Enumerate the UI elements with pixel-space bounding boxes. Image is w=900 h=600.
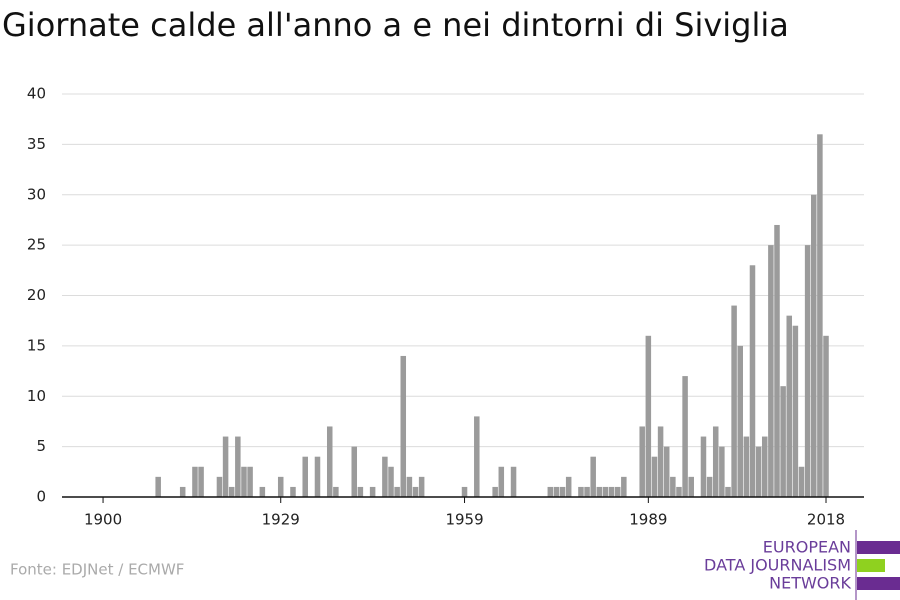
x-tick-label: 2018 [807, 511, 845, 529]
bar [719, 446, 725, 497]
bar [590, 456, 596, 497]
bar [228, 486, 235, 497]
bar [755, 446, 762, 497]
bar [725, 486, 731, 497]
bar [565, 476, 572, 497]
chart-title: Giornate calde all'anno a e nei dintorni… [2, 6, 789, 44]
bar [596, 486, 603, 497]
bar [621, 476, 627, 497]
bar [492, 486, 498, 497]
bar [578, 486, 584, 497]
bar [584, 486, 590, 497]
x-tick-label: 1959 [445, 511, 483, 529]
bar [743, 436, 750, 497]
y-tick-label: 5 [36, 437, 46, 455]
bar [241, 466, 247, 497]
x-tick-label: 1900 [84, 511, 122, 529]
logo-bar [857, 559, 885, 572]
bar [333, 486, 339, 497]
bar [823, 335, 829, 497]
bar [602, 486, 609, 497]
y-tick-label: 25 [27, 236, 46, 254]
bar [731, 305, 737, 497]
bar [651, 456, 658, 497]
bar [259, 486, 266, 497]
bar [277, 476, 284, 497]
bar [406, 476, 413, 497]
bar [559, 486, 566, 497]
y-tick-label: 30 [27, 185, 46, 203]
bar [700, 436, 707, 497]
bar [663, 446, 670, 497]
bar [811, 194, 817, 497]
bar [474, 416, 480, 497]
bar [547, 486, 554, 497]
logo-bar [857, 577, 900, 590]
bar [737, 345, 743, 497]
bar [761, 436, 768, 497]
bar [645, 335, 652, 497]
bar [682, 376, 688, 497]
bar [394, 486, 400, 497]
logo-text: DATA JOURNALISM [704, 556, 851, 575]
bar [774, 224, 780, 497]
bar [302, 456, 308, 497]
bar [798, 466, 805, 497]
bar [179, 486, 186, 497]
source: Fonte: EDJNet / ECMWF [10, 561, 184, 579]
bar [510, 466, 517, 497]
bar [608, 486, 615, 497]
bar [314, 456, 321, 497]
bar [688, 476, 694, 497]
bar [388, 466, 394, 497]
y-tick-label: 40 [27, 85, 46, 103]
bar [614, 486, 621, 497]
x-tick-label: 1989 [629, 511, 667, 529]
bar [198, 466, 204, 497]
bar [155, 476, 161, 497]
bar [749, 265, 756, 497]
bar [412, 486, 419, 497]
bar [461, 486, 468, 497]
bar [382, 456, 388, 497]
logo-text: NETWORK [769, 574, 851, 593]
y-tick-label: 10 [27, 387, 46, 405]
bar [369, 486, 376, 497]
bar [235, 436, 241, 497]
bar [247, 466, 253, 497]
bar [712, 426, 719, 497]
bar [216, 476, 223, 497]
bar [792, 325, 799, 497]
bar [670, 476, 676, 497]
bar [780, 386, 786, 497]
x-tick-label: 1929 [262, 511, 300, 529]
bar [498, 466, 505, 497]
bar [357, 486, 364, 497]
bar [290, 486, 296, 497]
bar [706, 476, 713, 497]
bar [804, 245, 811, 497]
bar [553, 486, 560, 497]
logo: EUROPEAN DATA JOURNALISM NETWORK [704, 530, 900, 600]
y-tick-label: 15 [27, 336, 46, 354]
bar [639, 426, 645, 497]
logo-bar [857, 541, 900, 554]
bar [351, 446, 358, 497]
logo-text: EUROPEAN [763, 538, 851, 557]
bar [326, 426, 333, 497]
bar [400, 355, 407, 497]
bar [768, 245, 774, 497]
bar [192, 466, 198, 497]
y-tick-label: 35 [27, 135, 46, 153]
bar [676, 486, 682, 497]
y-tick-label: 20 [27, 286, 46, 304]
y-tick-label: 0 [36, 488, 46, 506]
bar [786, 315, 793, 497]
bar [817, 134, 823, 498]
bar [418, 476, 425, 497]
bar [657, 426, 664, 497]
bar [222, 436, 229, 497]
